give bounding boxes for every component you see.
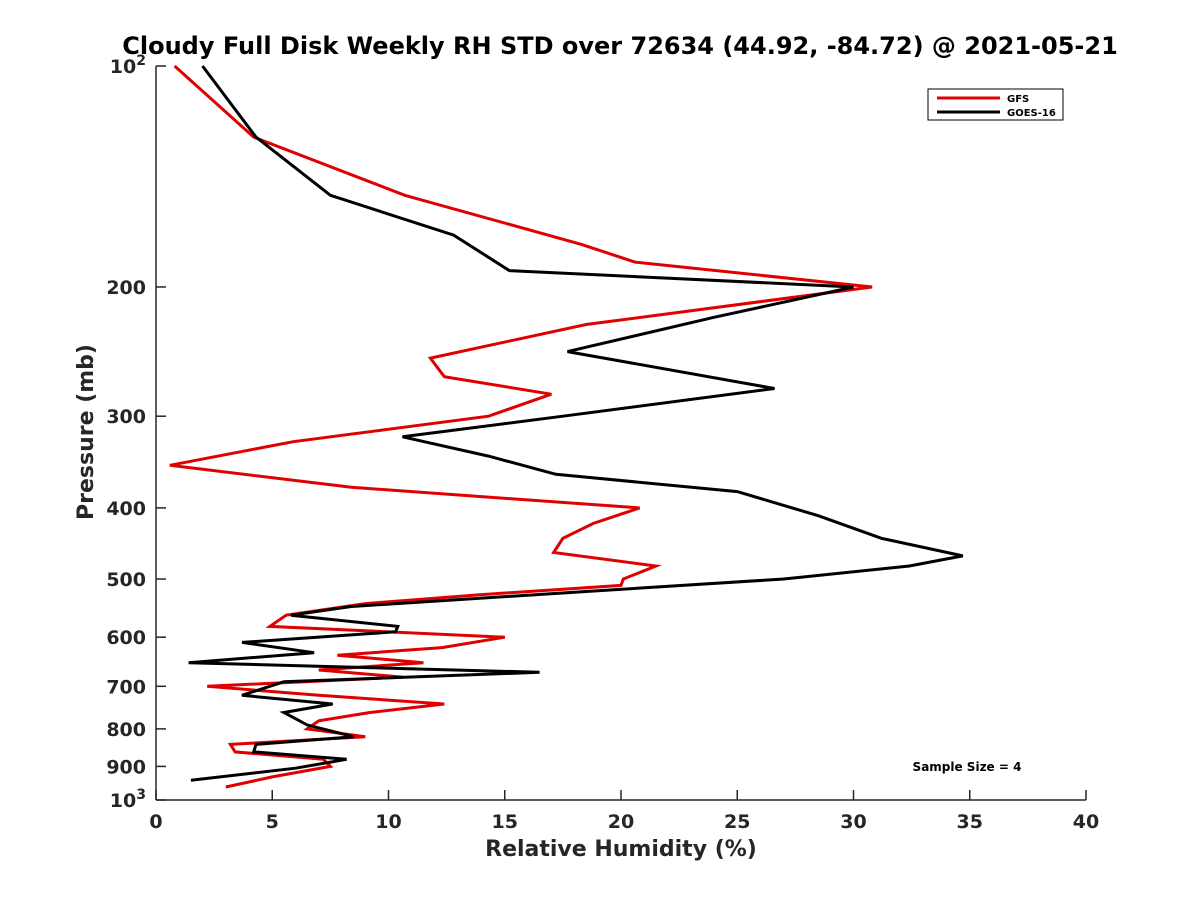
x-tick-label: 10 — [375, 811, 401, 833]
series-line-gfs — [169, 64, 873, 789]
sample-size-annotation: Sample Size = 4 — [913, 760, 1022, 774]
x-tick-label: 25 — [724, 811, 750, 833]
y-tick-label: 800 — [106, 719, 146, 741]
plot-area: 0 5 10 15 20 25 30 35 40 102 200 300 400 500 600 700 800… — [106, 53, 1099, 833]
x-tick-label: 5 — [266, 811, 279, 833]
legend-label-goes-16: GOES-16 — [1007, 108, 1056, 119]
y-tick-label: 300 — [106, 406, 146, 428]
y-tick-label: 103 — [110, 787, 146, 812]
x-tick-label: 15 — [492, 811, 518, 833]
x-tick-label: 35 — [957, 811, 983, 833]
x-tick-label: 30 — [840, 811, 866, 833]
y-tick-label: 400 — [106, 498, 146, 520]
y-tick-label: 200 — [106, 277, 146, 299]
y-tick-label: 600 — [106, 627, 146, 649]
y-tick-label: 500 — [106, 569, 146, 591]
x-tick-label: 20 — [608, 811, 634, 833]
chart-title: Cloudy Full Disk Weekly RH STD over 7263… — [122, 32, 1118, 60]
y-tick-label: 102 — [110, 53, 146, 78]
legend: GFS GOES-16 — [927, 88, 1064, 121]
series-line-goes-16 — [188, 65, 964, 782]
x-tick-label: 40 — [1073, 811, 1099, 833]
y-tick-label: 700 — [106, 676, 146, 698]
y-axis-label: Pressure (mb) — [74, 344, 99, 520]
y-tick-label: 900 — [106, 756, 146, 778]
x-tick-label: 0 — [149, 811, 162, 833]
legend-box — [927, 88, 1064, 121]
legend-label-gfs: GFS — [1007, 94, 1029, 105]
x-axis-label: Relative Humidity (%) — [485, 837, 757, 862]
